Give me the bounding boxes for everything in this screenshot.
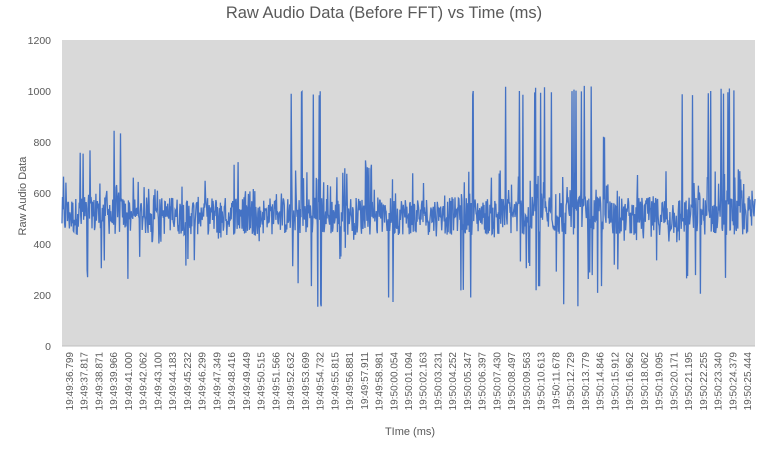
x-tick-label: 19:50:02.163 bbox=[419, 352, 430, 411]
x-tick-label: 19:50:12.729 bbox=[566, 352, 577, 411]
x-tick-label: 19:49:36.799 bbox=[65, 352, 76, 411]
x-tick-label: 19:49:47.349 bbox=[212, 352, 223, 411]
x-tick-label: 19:49:56.881 bbox=[345, 352, 356, 411]
x-tick-label: 19:49:54.732 bbox=[316, 352, 327, 411]
audio-waveform-series bbox=[61, 85, 756, 307]
x-tick-label: 19:50:09.563 bbox=[522, 352, 533, 411]
x-tick-label: 19:50:00.054 bbox=[389, 352, 400, 411]
y-tick-label: 800 bbox=[33, 137, 51, 149]
x-tick-label: 19:49:48.416 bbox=[227, 352, 238, 411]
x-tick-label: 19:50:04.252 bbox=[448, 352, 459, 411]
x-tick-label: 19:50:24.379 bbox=[728, 352, 739, 411]
x-tick-label: 19:49:50.515 bbox=[257, 352, 268, 411]
x-tick-label: 19:50:13.779 bbox=[581, 352, 592, 411]
x-tick-label: 19:49:45.232 bbox=[183, 352, 194, 411]
x-tick-label: 19:49:55.815 bbox=[330, 352, 341, 411]
x-tick-label: 19:50:01.094 bbox=[404, 352, 415, 411]
x-tick-label: 19:50:14.846 bbox=[596, 352, 607, 411]
x-tick-label: 19:49:44.183 bbox=[168, 352, 179, 411]
x-tick-label: 19:50:23.340 bbox=[714, 352, 725, 411]
x-axis-ticks: 19:49:36.799 19:49:37.817 19:49:38.871 19:4… bbox=[65, 352, 754, 411]
x-tick-label: 19:49:39.966 bbox=[109, 352, 120, 411]
x-tick-label: 19:49:53.699 bbox=[301, 352, 312, 411]
y-tick-label: 1200 bbox=[28, 35, 52, 47]
x-tick-label: 19:49:57.911 bbox=[360, 352, 371, 410]
plot-area bbox=[62, 40, 755, 346]
y-tick-label: 1000 bbox=[28, 86, 52, 98]
y-axis-ticks: 0 200 400 600 800 1000 1200 bbox=[28, 35, 52, 353]
y-tick-label: 600 bbox=[33, 188, 51, 200]
x-tick-label: 19:50:03.231 bbox=[433, 352, 444, 411]
x-tick-label: 19:49:37.817 bbox=[80, 352, 91, 411]
x-tick-label: 19:49:43.100 bbox=[153, 352, 164, 411]
x-tick-label: 19:50:18.062 bbox=[640, 352, 651, 411]
x-tick-label: 19:50:08.497 bbox=[507, 352, 518, 411]
x-tick-label: 19:49:58.981 bbox=[375, 352, 386, 411]
x-tick-label: 19:50:20.171 bbox=[669, 352, 680, 411]
chart-title: Raw Audio Data (Before FFT) vs Time (ms) bbox=[225, 4, 543, 22]
x-tick-label: 19:49:41.000 bbox=[124, 352, 135, 411]
y-tick-label: 400 bbox=[33, 239, 51, 251]
x-tick-label: 19:49:49.449 bbox=[242, 352, 253, 411]
y-tick-label: 200 bbox=[33, 290, 51, 302]
y-tick-label: 0 bbox=[45, 341, 51, 353]
x-tick-label: 19:50:16.962 bbox=[625, 352, 636, 411]
x-tick-label: 19:50:22.255 bbox=[699, 352, 710, 411]
x-tick-label: 19:49:46.299 bbox=[198, 352, 209, 411]
x-tick-label: 19:49:38.871 bbox=[94, 352, 105, 411]
x-tick-label: 19:50:21.195 bbox=[684, 352, 695, 411]
x-tick-label: 19:50:05.347 bbox=[463, 352, 474, 411]
x-tick-label: 19:50:10.613 bbox=[537, 352, 548, 411]
x-tick-label: 19:50:07.430 bbox=[492, 352, 503, 411]
x-axis-title: TIme (ms) bbox=[384, 426, 436, 438]
x-tick-label: 19:50:15.912 bbox=[610, 352, 621, 411]
x-tick-label: 19:50:19.095 bbox=[655, 352, 666, 411]
x-tick-label: 19:49:51.566 bbox=[271, 352, 282, 411]
x-tick-label: 19:50:25.444 bbox=[743, 352, 754, 411]
x-tick-label: 19:49:42.062 bbox=[139, 352, 150, 411]
x-tick-label: 19:49:52.632 bbox=[286, 352, 297, 411]
x-tick-label: 19:50:06.397 bbox=[478, 352, 489, 411]
x-tick-label: 19:50:11.678 bbox=[551, 352, 562, 410]
